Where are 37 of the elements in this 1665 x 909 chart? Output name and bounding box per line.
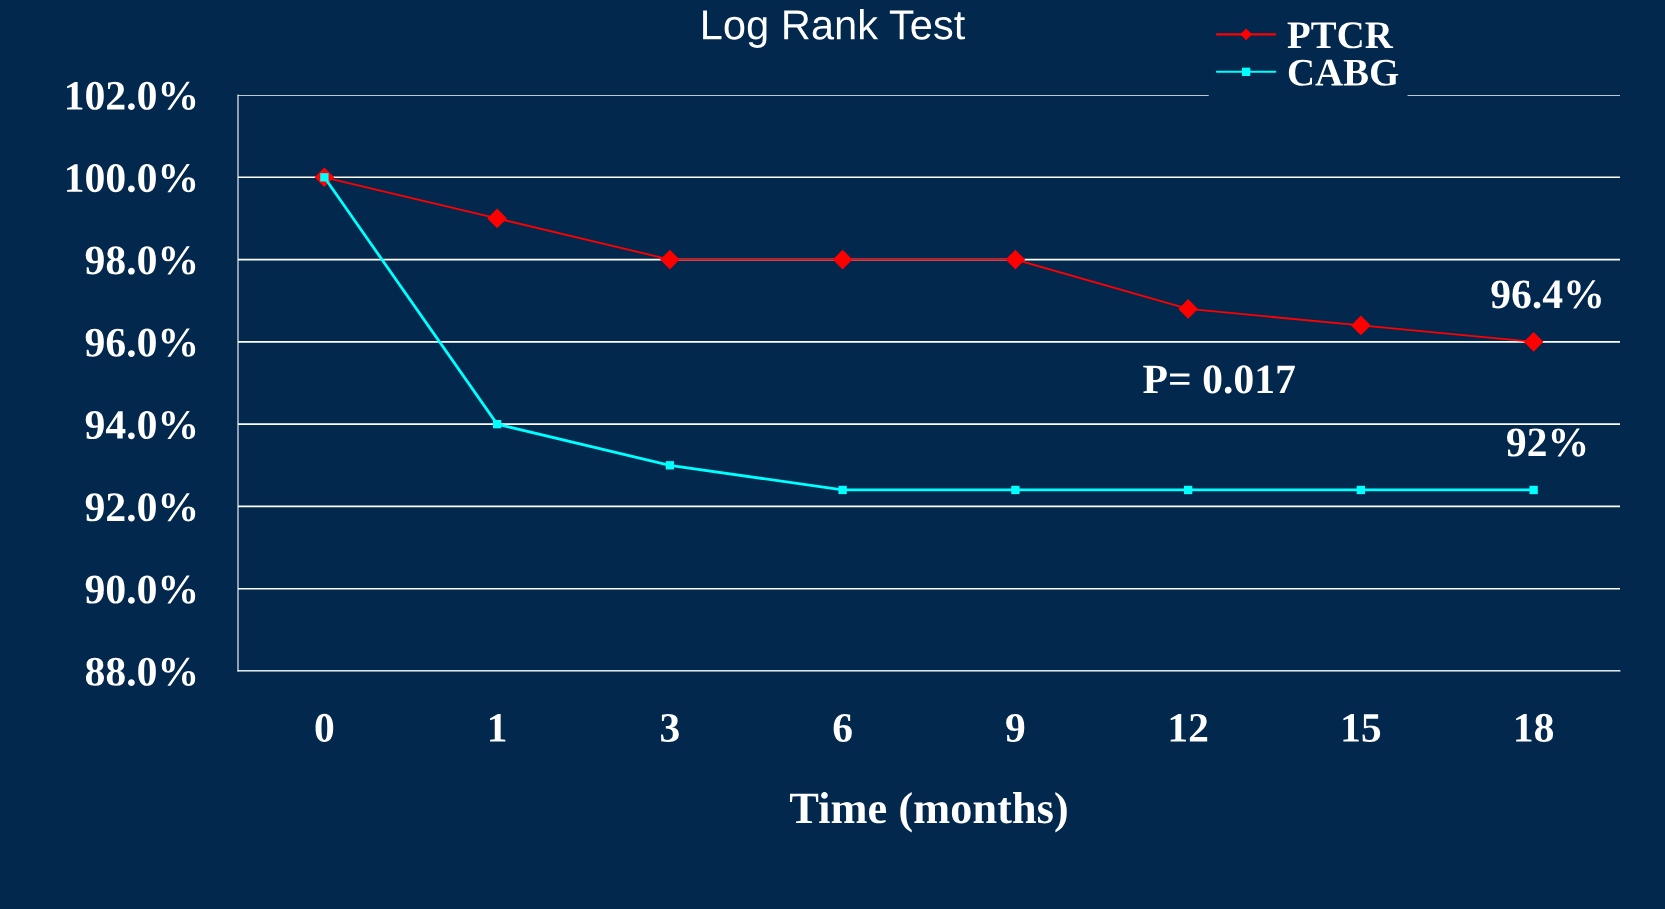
point bbox=[1005, 249, 1026, 270]
point bbox=[665, 461, 675, 470]
chart-title: Log Rank Test bbox=[703, 9, 966, 48]
y-tick-label: 94.0% bbox=[85, 410, 196, 440]
point bbox=[832, 249, 853, 270]
y-tick-label: 92.0% bbox=[85, 493, 196, 522]
x-tick-label: 6 bbox=[833, 713, 852, 742]
y-tick-label: 102.0% bbox=[67, 81, 196, 111]
point bbox=[1011, 485, 1020, 495]
x-tick-label: 9 bbox=[1006, 713, 1025, 742]
point bbox=[1523, 332, 1544, 352]
point bbox=[1356, 485, 1366, 495]
point bbox=[1351, 315, 1371, 336]
point bbox=[1178, 299, 1198, 319]
x-tick-label: 3 bbox=[661, 713, 679, 742]
legend-label: PTCR bbox=[1287, 22, 1394, 49]
annotation: P= 0.017 bbox=[1143, 365, 1295, 394]
y-tick-label: 96.0% bbox=[85, 328, 196, 357]
y-tick-label: 100.0% bbox=[67, 164, 196, 193]
point bbox=[1183, 485, 1193, 495]
y-tick-label: 88.0% bbox=[85, 657, 196, 687]
y-tick-label: 98.0% bbox=[85, 246, 196, 275]
y-tick-label: 90.0% bbox=[85, 575, 196, 604]
point bbox=[838, 485, 847, 495]
x-tick-label: 1 bbox=[490, 714, 506, 742]
annotation: 92% bbox=[1506, 428, 1586, 457]
annotation: 96.4% bbox=[1491, 280, 1601, 309]
legend-label: CABG bbox=[1288, 59, 1399, 86]
point bbox=[487, 208, 507, 229]
x-axis-title: Time (months) bbox=[789, 792, 1067, 833]
x-tick-label: 18 bbox=[1516, 713, 1554, 742]
point bbox=[1529, 485, 1538, 495]
x-tick-label: 15 bbox=[1343, 714, 1381, 742]
point bbox=[660, 249, 680, 270]
point bbox=[492, 419, 502, 429]
x-tick-label: 12 bbox=[1170, 713, 1208, 742]
x-tick-label: 0 bbox=[315, 713, 334, 742]
